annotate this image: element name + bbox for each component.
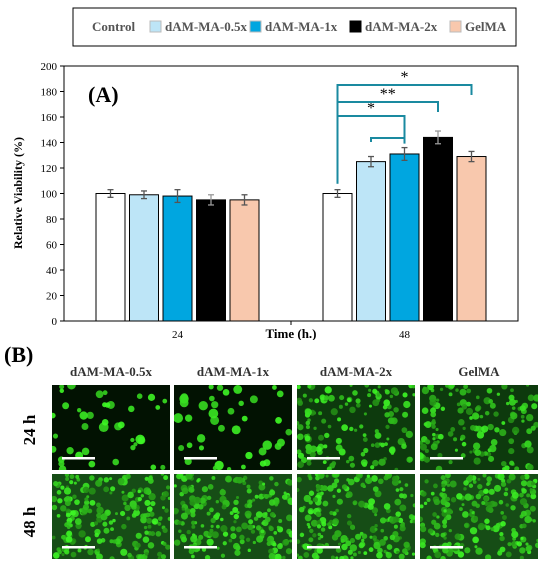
y-tick-label-4: 80 xyxy=(46,214,58,226)
bar-24-dAM-MA-2x xyxy=(196,199,226,322)
legend: Control dAM-MA-0.5x dAM-MA-1x dAM-MA-2x GelM… xyxy=(92,19,507,34)
column-title-3: GelMA xyxy=(458,364,500,379)
legend-label-0: Control xyxy=(92,19,135,34)
significance-label-2: ** xyxy=(380,86,396,103)
y-axis-label: Relative Viability (%) xyxy=(11,137,25,249)
bar-24-GelMA xyxy=(229,199,260,322)
fluorescence-image-48h-0 xyxy=(52,474,170,559)
y-tick-label-3: 60 xyxy=(46,240,58,252)
legend-label-1: dAM-MA-0.5x xyxy=(165,19,247,34)
scale-bar xyxy=(430,546,463,549)
significance-brackets: **** xyxy=(336,69,473,184)
bar-48-dAM-MA-1x xyxy=(389,153,420,322)
scale-bar xyxy=(184,546,217,549)
x-axis: 24 48 xyxy=(172,321,411,340)
significance-bracket-1 xyxy=(370,137,406,144)
legend-swatch-4 xyxy=(449,20,462,33)
bar-48-dAM-MA-2x xyxy=(423,136,453,322)
column-title-2: dAM-MA-2x xyxy=(319,364,393,379)
fluorescence-image-24h-3 xyxy=(420,385,538,470)
bar-48-Control xyxy=(322,193,353,322)
legend-label-2: dAM-MA-1x xyxy=(265,19,338,34)
scale-bar xyxy=(62,546,95,549)
bar-48-dAM-MA-0.5x xyxy=(356,161,386,322)
significance-bracket-2 xyxy=(336,101,439,184)
x-axis-label: Time (h.) xyxy=(265,326,316,340)
y-tick-label-6: 120 xyxy=(41,163,58,175)
fluorescence-image-24h-0 xyxy=(52,385,170,470)
y-tick-label-7: 140 xyxy=(41,138,58,150)
x-tick-label-1: 48 xyxy=(399,329,411,340)
scale-bar xyxy=(307,546,340,549)
row-label-48h: 48 h xyxy=(20,506,39,538)
panel-b-label: (B) xyxy=(4,342,34,367)
x-tick-label-0: 24 xyxy=(172,329,184,340)
y-tick-label-5: 100 xyxy=(41,189,58,201)
scale-bar xyxy=(307,457,340,460)
y-tick-label-10: 200 xyxy=(41,61,58,73)
viability-bar-chart: Control dAM-MA-0.5x dAM-MA-1x dAM-MA-2x GelM… xyxy=(11,7,519,340)
bar-24-dAM-MA-1x xyxy=(162,195,193,322)
bar-48-GelMA xyxy=(456,156,487,322)
legend-box xyxy=(72,7,517,47)
legend-label-4: GelMA xyxy=(465,19,507,34)
legend-swatch-3 xyxy=(349,20,362,33)
fluorescence-image-24h-2 xyxy=(297,385,415,470)
column-title-0: dAM-MA-0.5x xyxy=(70,364,152,379)
y-tick-label-1: 20 xyxy=(46,291,58,303)
y-tick-label-9: 180 xyxy=(41,87,58,99)
y-axis: 0 20 40 60 80 100 120 140 160 180 200 xyxy=(41,61,64,328)
significance-label-3: * xyxy=(401,69,409,86)
legend-swatch-2 xyxy=(249,20,262,33)
scale-bar xyxy=(184,457,217,460)
fluorescence-image-48h-1 xyxy=(174,474,292,559)
row-label-24h: 24 h xyxy=(20,414,39,446)
significance-label-0: * xyxy=(367,100,375,117)
y-tick-label-0: 0 xyxy=(52,316,58,328)
significance-bracket-3 xyxy=(336,84,473,184)
bar-24-Control xyxy=(95,193,126,322)
fluorescence-image-48h-2 xyxy=(297,474,415,559)
scale-bar xyxy=(430,457,463,460)
legend-swatch-1 xyxy=(149,20,162,33)
fluorescence-image-24h-1 xyxy=(174,385,292,470)
fluorescence-image-48h-3 xyxy=(420,474,538,559)
panel-a-label: (A) xyxy=(88,82,119,107)
y-tick-label-8: 160 xyxy=(41,112,58,124)
bar-24-dAM-MA-0.5x xyxy=(129,194,159,322)
y-tick-label-2: 40 xyxy=(46,265,58,277)
column-title-1: dAM-MA-1x xyxy=(196,364,270,379)
bars xyxy=(95,130,487,322)
legend-label-3: dAM-MA-2x xyxy=(365,19,438,34)
scale-bar xyxy=(62,457,95,460)
